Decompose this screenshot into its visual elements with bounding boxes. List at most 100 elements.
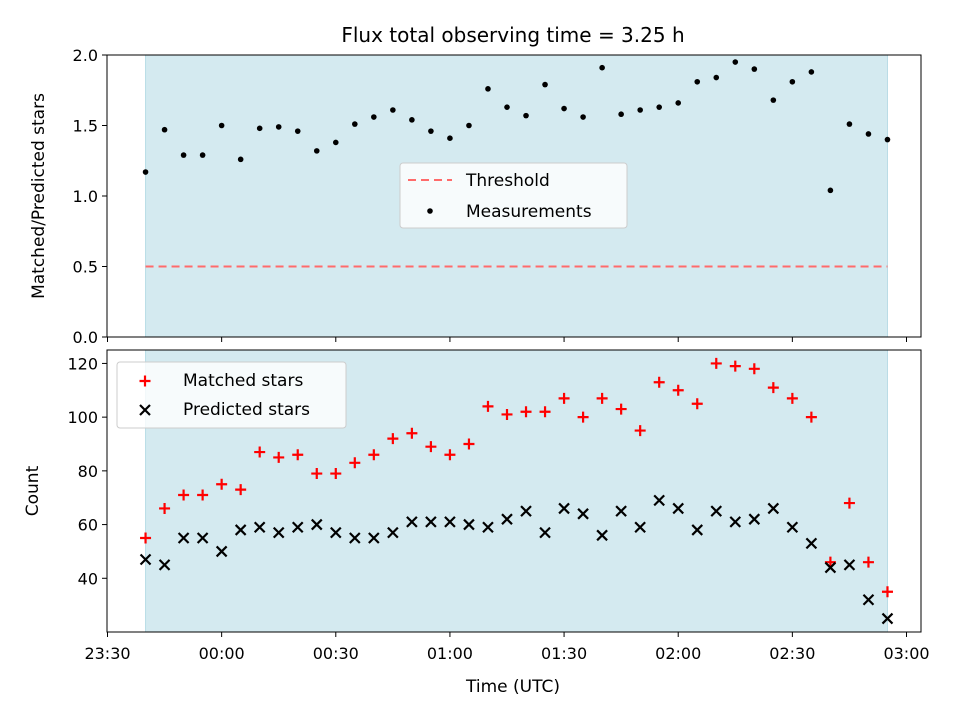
matched-stars-point <box>140 532 152 544</box>
measurements-point <box>808 69 815 75</box>
matched-stars-point <box>767 382 779 394</box>
y-tick-label: 40 <box>78 569 98 588</box>
y-axis-label: Count <box>23 465 43 516</box>
legend-matched-swatch <box>139 375 151 387</box>
matched-stars-point <box>463 438 475 450</box>
measurements-point <box>675 100 682 106</box>
matched-stars-point <box>216 478 228 490</box>
matched-stars-point <box>615 403 627 415</box>
predicted-stars-point <box>406 516 418 528</box>
matched-stars-point <box>254 446 266 458</box>
measurements-point <box>237 156 244 163</box>
x-tick-label: 00:30 <box>313 644 359 663</box>
predicted-stars-point <box>349 532 361 544</box>
matched-stars-point <box>235 484 247 496</box>
measurements-point <box>846 121 853 127</box>
matched-stars-point <box>539 406 551 418</box>
y-tick-label: 1.5 <box>73 117 98 136</box>
matched-stars-point <box>653 376 665 388</box>
measurements-point <box>428 128 434 134</box>
measurements-point <box>161 126 168 133</box>
predicted-stars-point <box>748 513 761 525</box>
measurements-point <box>275 124 282 130</box>
predicted-stars-point <box>291 521 304 534</box>
legend-matched-label: Matched stars <box>183 371 303 391</box>
predicted-stars-point <box>482 521 494 534</box>
predicted-stars-point <box>843 559 856 571</box>
y-tick-label: 1.0 <box>73 187 98 206</box>
measurements-point <box>294 128 301 134</box>
matched-stars-point <box>786 392 798 404</box>
y-tick-label: 100 <box>67 408 98 427</box>
legend-measurements-label: Measurements <box>466 202 592 222</box>
legend-box <box>116 361 347 429</box>
legend: Matched stars Predicted stars <box>116 361 347 429</box>
predicted-stars-point <box>158 559 171 571</box>
measurements-point <box>580 114 586 120</box>
matched-stars-point <box>501 408 513 420</box>
matched-stars-point <box>843 497 855 509</box>
measurements-point <box>390 107 396 113</box>
matched-stars-point <box>482 400 494 412</box>
measurements-point <box>789 78 796 85</box>
predicted-stars-point <box>805 537 818 550</box>
legend-box <box>399 162 628 229</box>
legend-predicted-label: Predicted stars <box>183 400 310 420</box>
legend-predicted-swatch <box>139 404 151 416</box>
predicted-stars-point <box>577 508 589 520</box>
measurements-point <box>713 74 720 81</box>
measurements-point <box>332 139 339 146</box>
measurements-point <box>218 122 225 129</box>
predicted-stars-point <box>786 521 799 534</box>
measurements-point <box>561 105 567 112</box>
predicted-stars-point <box>615 505 627 517</box>
matched-stars-point <box>425 441 437 453</box>
y-tick-label: 0.0 <box>73 328 98 347</box>
measurements-point <box>732 59 739 65</box>
measurements-point <box>694 78 701 85</box>
y-tick-label: 0.5 <box>73 258 98 277</box>
x-tick-label: 01:30 <box>541 644 587 663</box>
measurements-point <box>466 122 472 129</box>
measurements-point <box>884 136 891 143</box>
matched-stars-point <box>805 411 817 423</box>
measurements-point <box>523 112 529 119</box>
predicted-stars-point <box>710 505 723 517</box>
predicted-stars-point <box>634 521 646 534</box>
legend-threshold-label: Threshold <box>465 171 550 191</box>
matched-stars-point <box>824 556 836 568</box>
matched-stars-point <box>368 449 380 461</box>
y-tick-label: 60 <box>78 516 98 535</box>
predicted-stars-point <box>253 521 266 534</box>
predicted-stars-point <box>444 516 456 528</box>
legend: Threshold Measurements <box>399 162 628 229</box>
matched-stars-point <box>710 357 722 369</box>
measurements-point <box>447 135 453 141</box>
x-axis-label: Time (UTC) <box>465 677 560 697</box>
predicted-stars-point <box>501 513 513 525</box>
matched-stars-point <box>406 427 418 439</box>
x-tick-label: 02:30 <box>769 644 815 663</box>
ratio-panel: 0.0 0.5 1.0 1.5 2.0 Matched/Predicted stars Th… <box>29 46 922 347</box>
measurements-point <box>599 64 605 71</box>
measurements-point <box>770 97 777 103</box>
measurements-point <box>199 152 206 158</box>
predicted-stars-point <box>215 545 228 558</box>
measurements-point <box>371 114 377 120</box>
measurements-point <box>827 187 834 194</box>
x-tick-label: 02:00 <box>655 644 701 663</box>
predicted-stars-point <box>330 526 342 539</box>
matched-stars-point <box>349 457 361 469</box>
predicted-stars-point <box>767 502 780 515</box>
matched-stars-point <box>577 411 589 423</box>
predicted-stars-point <box>729 516 742 528</box>
predicted-stars-point <box>596 529 608 542</box>
measurements-point <box>256 125 263 132</box>
measurements-point <box>618 111 624 118</box>
predicted-stars-point <box>139 553 152 566</box>
predicted-stars-point <box>368 532 380 544</box>
predicted-stars-point <box>824 561 837 574</box>
x-tick-label: 01:00 <box>427 644 473 663</box>
predicted-stars-point <box>177 532 190 544</box>
